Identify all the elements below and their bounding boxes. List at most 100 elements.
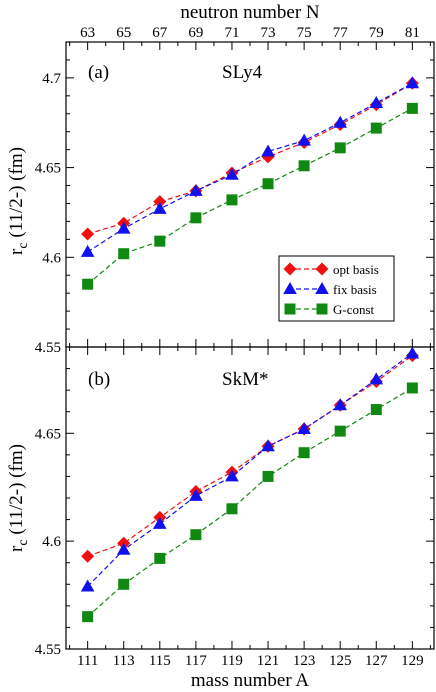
data-point bbox=[261, 144, 275, 157]
y-tick-group-a: 4.55 4.6 4.65 4.7 bbox=[35, 41, 434, 356]
x-tick-label: 127 bbox=[365, 653, 388, 669]
top-tick-label: 67 bbox=[152, 25, 168, 41]
y-tick-group-b: 4.55 4.6 4.65 bbox=[35, 346, 434, 658]
x-tick-label: 113 bbox=[113, 653, 135, 669]
data-point bbox=[80, 244, 95, 257]
data-point bbox=[370, 404, 382, 416]
data-point bbox=[190, 529, 202, 541]
series-line bbox=[87, 352, 413, 587]
top-tick-label: 71 bbox=[224, 25, 239, 41]
data-point bbox=[334, 142, 346, 154]
series-line bbox=[87, 82, 413, 253]
x-tick-group: 111 113 115 117 119 121 123 125 127 129 bbox=[69, 347, 431, 669]
data-point bbox=[297, 133, 311, 146]
x-tick-label: 125 bbox=[329, 653, 352, 669]
model-label-b: SkM* bbox=[222, 369, 268, 390]
data-point bbox=[405, 76, 420, 89]
data-point bbox=[405, 346, 420, 359]
legend-items: opt basis fix basis G-const bbox=[283, 262, 379, 317]
y-axis-label-b: rc (11/2-) (fm) bbox=[6, 444, 31, 552]
data-point bbox=[154, 235, 166, 247]
data-point bbox=[118, 578, 130, 590]
data-point bbox=[81, 227, 95, 241]
x-tick-label: 121 bbox=[257, 653, 280, 669]
top-tick-label: 79 bbox=[369, 25, 384, 41]
x-tick-label: 115 bbox=[149, 653, 171, 669]
data-point bbox=[298, 160, 310, 172]
data-point bbox=[262, 178, 274, 190]
data-point bbox=[82, 278, 94, 290]
top-tick-label: 63 bbox=[80, 25, 95, 41]
data-point bbox=[406, 382, 418, 394]
data-point bbox=[153, 195, 167, 209]
legend-label: G-const bbox=[333, 302, 375, 317]
series-line bbox=[87, 107, 413, 285]
top-tick-group: 63 65 67 69 71 73 75 77 79 81 bbox=[69, 25, 431, 347]
model-label-a: SLy4 bbox=[222, 62, 263, 83]
y-axis-label-a: rc (11/2-) (fm) bbox=[6, 147, 31, 255]
data-point bbox=[153, 201, 167, 214]
data-point bbox=[370, 122, 382, 134]
data-point bbox=[80, 579, 95, 592]
data-point bbox=[369, 96, 384, 108]
data-point bbox=[333, 398, 347, 411]
data-point bbox=[369, 372, 384, 385]
top-tick-label: 77 bbox=[333, 25, 349, 41]
legend-marker bbox=[284, 303, 296, 315]
y-tick-label: 4.55 bbox=[35, 642, 61, 658]
y-tick-label: 4.6 bbox=[42, 250, 61, 266]
series-line bbox=[87, 355, 413, 557]
legend-marker bbox=[315, 262, 329, 276]
data-point bbox=[297, 421, 311, 434]
top-tick-label: 73 bbox=[261, 25, 276, 41]
x-axis-label: mass number A bbox=[191, 670, 309, 691]
data-point bbox=[406, 102, 418, 114]
panel-a: neutron number N 63 65 67 69 71 73 75 77 79 81 4.… bbox=[6, 2, 435, 356]
data-point bbox=[225, 167, 239, 180]
legend-label: opt basis bbox=[333, 262, 379, 277]
x-tick-label: 129 bbox=[401, 653, 424, 669]
data-point bbox=[189, 488, 203, 501]
data-point bbox=[226, 194, 238, 206]
data-point bbox=[82, 611, 94, 623]
legend-label: fix basis bbox=[333, 282, 377, 297]
y-tick-label: 4.55 bbox=[35, 340, 61, 356]
x-tick-label: 119 bbox=[221, 653, 243, 669]
data-point bbox=[261, 439, 275, 452]
data-point bbox=[154, 552, 166, 564]
y-tick-label: 4.7 bbox=[42, 71, 61, 87]
data-point bbox=[333, 115, 347, 128]
data-point bbox=[225, 469, 239, 482]
x-tick-label: 117 bbox=[185, 653, 207, 669]
data-point bbox=[81, 549, 95, 563]
legend-marker bbox=[283, 262, 297, 276]
panel-label-b: (b) bbox=[88, 369, 110, 390]
legend-marker bbox=[283, 282, 297, 294]
y-tick-label: 4.65 bbox=[35, 426, 61, 442]
top-tick-label: 81 bbox=[405, 25, 420, 41]
y-tick-label: 4.6 bbox=[42, 534, 61, 550]
top-tick-label: 69 bbox=[188, 25, 203, 41]
data-point bbox=[153, 516, 167, 529]
panel-b: 4.554.64.65 111 113 115 117 119 121 123 125 127 1… bbox=[6, 346, 435, 691]
top-tick-label: 75 bbox=[297, 25, 312, 41]
data-point bbox=[334, 425, 346, 437]
data-point bbox=[190, 212, 202, 224]
legend-marker bbox=[315, 282, 329, 294]
top-axis-label: neutron number N bbox=[180, 2, 320, 23]
plot-frame-b bbox=[65, 346, 435, 650]
series-group-b bbox=[80, 346, 420, 623]
x-tick-label: 111 bbox=[77, 653, 98, 669]
legend-marker bbox=[316, 303, 328, 315]
series-line bbox=[87, 82, 413, 235]
panel-label-a: (a) bbox=[88, 62, 109, 83]
x-tick-label: 123 bbox=[293, 653, 316, 669]
data-point bbox=[189, 183, 203, 196]
data-point bbox=[116, 542, 131, 555]
data-point bbox=[298, 447, 310, 459]
series-group-a bbox=[80, 76, 420, 290]
data-point bbox=[226, 503, 238, 515]
data-point bbox=[118, 248, 130, 260]
data-point bbox=[262, 470, 274, 482]
